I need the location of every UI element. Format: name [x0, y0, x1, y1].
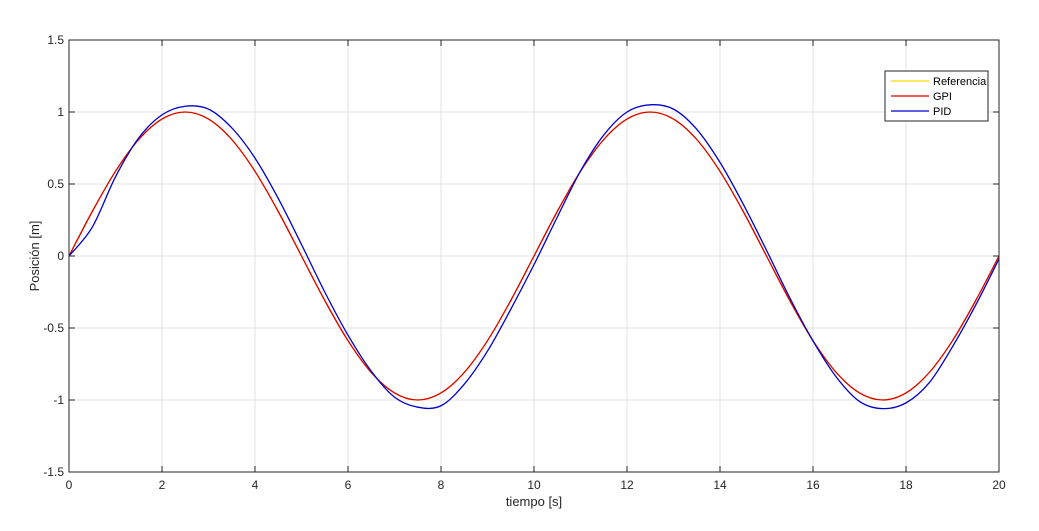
x-tick-label: 10: [527, 478, 541, 492]
series-line-gpi: [68, 111, 1000, 401]
x-tick-label: 20: [992, 478, 1006, 492]
y-axis-label: Posición [m]: [27, 221, 42, 292]
x-tick-label: 4: [252, 478, 259, 492]
legend-label: Referencia: [933, 76, 987, 88]
y-tick-label: 1: [57, 105, 64, 119]
x-tick-label: 8: [438, 478, 445, 492]
y-tick-label: -1: [53, 393, 64, 407]
x-tick-label: 14: [713, 478, 727, 492]
y-tick-label: -1.5: [43, 465, 64, 479]
x-tick-label: 16: [806, 478, 820, 492]
legend-label: PID: [933, 106, 951, 118]
legend-label: GPI: [933, 91, 952, 103]
y-tick-label: 0: [57, 249, 64, 263]
x-tick-label: 6: [345, 478, 352, 492]
tick-labels: 0 2 4 6 8 10 12 14 16 18 20 1.5 1 0.5 0 -0.5 -1 -1.5: [43, 33, 1006, 492]
ticks: [68, 39, 1000, 473]
y-tick-label: -0.5: [43, 321, 64, 335]
series-line-pid: [68, 104, 1000, 410]
x-tick-label: 0: [66, 478, 73, 492]
x-tick-label: 2: [159, 478, 166, 492]
series-group: [68, 104, 1000, 410]
x-tick-label: 18: [899, 478, 913, 492]
y-tick-label: 0.5: [47, 177, 64, 191]
y-tick-label: 1.5: [47, 33, 64, 47]
legend: Referencia GPI PID: [884, 70, 989, 122]
x-axis-label: tiempo [s]: [506, 494, 562, 509]
x-tick-label: 12: [620, 478, 634, 492]
